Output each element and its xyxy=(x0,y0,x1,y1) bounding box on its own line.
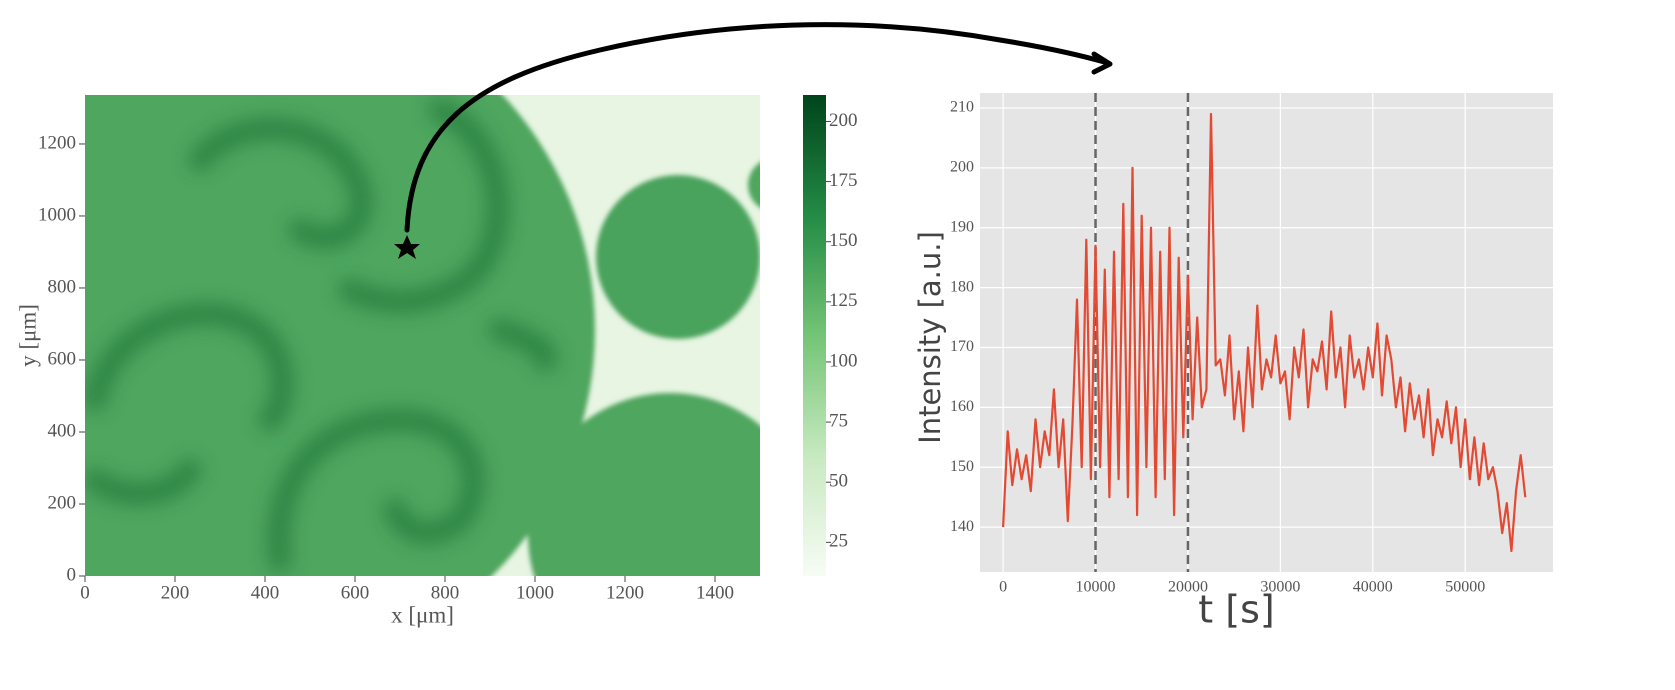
x-tick-label: 40000 xyxy=(1353,579,1393,596)
y-tick-label: 180 xyxy=(950,278,974,295)
y-tick-label: 600 xyxy=(48,348,77,369)
arrow-head xyxy=(1091,51,1113,75)
arrow xyxy=(404,22,1111,233)
x-tick-label: 10000 xyxy=(1076,579,1116,596)
data-line xyxy=(1002,112,1527,553)
colorbar-tick-label: 50 xyxy=(829,471,848,492)
y-tick-label: 1200 xyxy=(38,132,76,153)
colorbar-tick-label: 175 xyxy=(829,170,858,191)
star-marker xyxy=(394,235,420,259)
colorbar-tick-label: 200 xyxy=(829,110,858,131)
y-axis-label: y [μm] xyxy=(15,304,40,367)
y-tick-label: 190 xyxy=(950,218,974,235)
x-tick-label: 1200 xyxy=(606,582,644,603)
x-tick-label: 0 xyxy=(999,579,1007,596)
y-axis-label: Intensity [a.u.] xyxy=(913,231,947,444)
x-tick-label: 50000 xyxy=(1445,579,1485,596)
y-tick-label: 200 xyxy=(950,159,974,176)
colorbar-tick-label: 125 xyxy=(829,290,858,311)
x-tick-label: 200 xyxy=(161,582,190,603)
y-tick-label: 1000 xyxy=(38,204,76,225)
x-axis-label: t [s] xyxy=(1198,588,1274,632)
x-tick-label: 600 xyxy=(341,582,370,603)
y-tick-label: 210 xyxy=(950,99,974,116)
colorbar-tick-label: 75 xyxy=(829,410,848,431)
x-axis-label: x [μm] xyxy=(391,602,454,627)
x-tick-label: 0 xyxy=(80,582,90,603)
y-tick-label: 150 xyxy=(950,458,974,475)
y-tick-label: 800 xyxy=(48,276,77,297)
colorbar-tick-label: 150 xyxy=(829,230,858,251)
y-tick-label: 160 xyxy=(950,398,974,415)
y-tick-label: 0 xyxy=(67,564,77,585)
colorbar-tick-label: 100 xyxy=(829,350,858,371)
x-tick-label: 1000 xyxy=(516,582,554,603)
y-tick-label: 400 xyxy=(48,420,77,441)
y-tick-label: 140 xyxy=(950,518,974,535)
colorbar-tick-label: 25 xyxy=(829,531,848,552)
x-tick-label: 20000 xyxy=(1168,579,1208,596)
y-tick-label: 170 xyxy=(950,338,974,355)
colorbar xyxy=(803,95,826,576)
x-tick-label: 800 xyxy=(431,582,460,603)
micrograph xyxy=(85,95,760,576)
x-tick-label: 1400 xyxy=(696,582,734,603)
x-tick-label: 400 xyxy=(251,582,280,603)
y-tick-label: 200 xyxy=(48,492,77,513)
x-tick-label: 30000 xyxy=(1260,579,1300,596)
